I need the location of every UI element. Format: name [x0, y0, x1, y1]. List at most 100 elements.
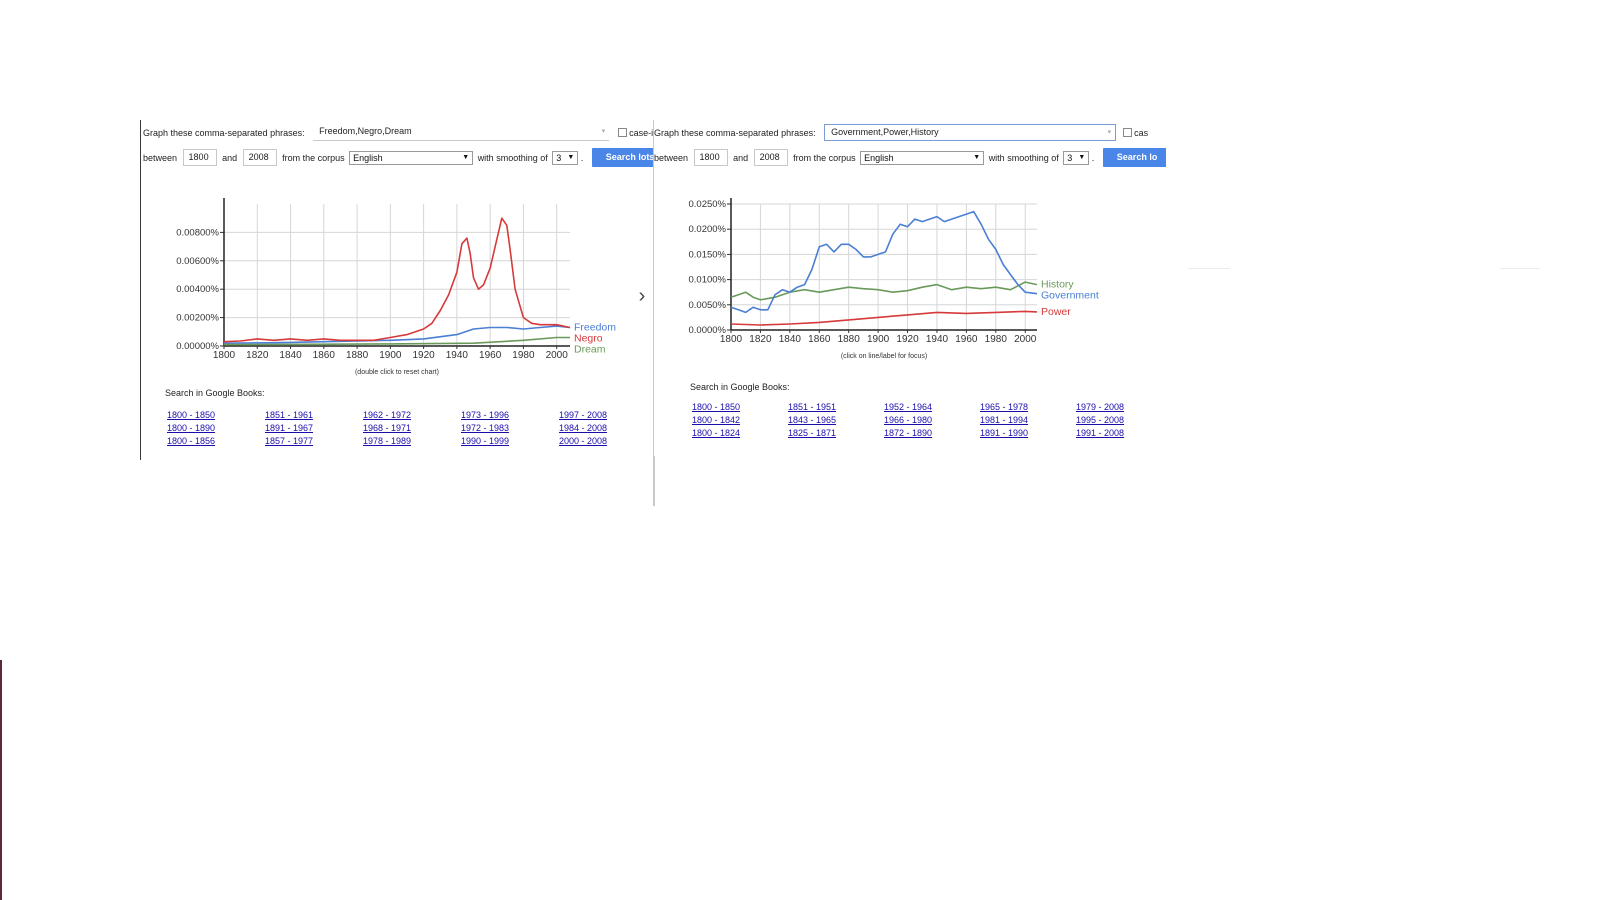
year-start-input[interactable]: 1800	[693, 149, 728, 166]
book-search-link[interactable]: 1825 - 1871	[788, 428, 837, 438]
year-start-input[interactable]: 1800	[182, 149, 217, 166]
x-tick-label: 1920	[896, 334, 919, 345]
book-search-link[interactable]: 1800 - 1856	[167, 436, 216, 446]
book-search-link[interactable]: 1968 - 1971	[363, 423, 412, 433]
x-tick-label: 1840	[779, 334, 802, 345]
case-insensitive-label: case-i	[629, 127, 654, 138]
book-search-link[interactable]: 1966 - 1980	[884, 415, 933, 425]
book-search-link[interactable]: 1962 - 1972	[363, 410, 412, 420]
series-line-power[interactable]	[730, 310, 1038, 326]
corpus-select[interactable]: English ▼	[349, 150, 474, 165]
series-line-freedom[interactable]	[223, 325, 571, 344]
book-links-grid: 1800 - 1850 1851 - 1961 1962 - 1972 1973 - …	[167, 410, 654, 446]
book-search-link[interactable]: 1973 - 1996	[461, 410, 510, 420]
book-search-link[interactable]: 1972 - 1983	[461, 423, 510, 433]
book-search-link[interactable]: 1991 - 2008	[1076, 428, 1125, 438]
chart-caption: (double click to reset chart)	[355, 369, 439, 376]
smoothing-select[interactable]: 3 ▼	[552, 150, 579, 165]
x-tick-label: 1820	[246, 350, 269, 361]
case-insensitive-checkbox[interactable]	[617, 128, 627, 137]
book-search-link[interactable]: 1978 - 1989	[363, 436, 412, 446]
search-button[interactable]: Search lots o	[591, 148, 654, 167]
book-search-link[interactable]: 1891 - 1990	[980, 428, 1029, 438]
series-label-freedom[interactable]: Freedom	[574, 322, 616, 334]
series-line-dream[interactable]	[223, 336, 570, 346]
book-search-link[interactable]: 1800 - 1824	[692, 428, 741, 438]
x-tick-label: 1900	[867, 334, 890, 345]
window-edge	[0, 660, 2, 900]
books-search-label: Search in Google Books:	[165, 388, 265, 398]
book-search-link[interactable]: 1984 - 2008	[559, 423, 608, 433]
ngram-viewer-left: Graph these comma-separated phrases: Fre…	[140, 120, 654, 460]
x-tick-label: 1980	[985, 334, 1008, 345]
case-insensitive-checkbox[interactable]	[1122, 128, 1132, 137]
y-tick-label: 0.00000%	[176, 341, 219, 352]
x-tick-label: 2000	[1014, 334, 1037, 345]
book-search-link[interactable]: 1965 - 1978	[980, 402, 1029, 412]
y-tick-label: 0.0100%	[688, 275, 726, 286]
x-tick-label: 1800	[720, 334, 743, 345]
books-search-label: Search in Google Books:	[690, 382, 790, 392]
book-search-link[interactable]: 1800 - 1850	[167, 410, 216, 420]
book-search-link[interactable]: 1997 - 2008	[559, 410, 608, 420]
book-search-link[interactable]: 1851 - 1951	[788, 402, 837, 412]
between-label: between	[143, 152, 178, 163]
y-tick-label: 0.00200%	[176, 313, 219, 324]
book-search-link[interactable]: 1995 - 2008	[1076, 415, 1125, 425]
series-label-history[interactable]: History	[1041, 279, 1074, 291]
corpus-select[interactable]: English ▼	[860, 150, 985, 165]
series-line-history[interactable]	[730, 281, 1038, 301]
x-tick-label: 1980	[512, 350, 535, 361]
book-search-link[interactable]: 1851 - 1961	[265, 410, 314, 420]
case-insensitive-label: cas	[1134, 127, 1149, 138]
book-links-grid: 1800 - 1850 1851 - 1951 1952 - 1964 1965 - …	[692, 402, 1166, 438]
chevron-right-icon[interactable]: ›	[638, 285, 646, 307]
period: .	[1091, 152, 1095, 163]
corpus-value: English	[353, 153, 383, 164]
smoothing-label: with smoothing of	[988, 152, 1059, 163]
book-search-link[interactable]: 1800 - 1890	[167, 423, 216, 433]
phrases-input[interactable]: Government,Power,History ▾	[824, 124, 1117, 141]
year-end-input[interactable]: 2008	[753, 149, 788, 166]
book-search-link[interactable]: 1800 - 1842	[692, 415, 741, 425]
x-tick-label: 1940	[446, 350, 469, 361]
x-tick-label: 1880	[346, 350, 369, 361]
series-label-dream[interactable]: Dream	[574, 344, 606, 356]
book-search-link[interactable]: 1843 - 1965	[788, 415, 837, 425]
search-button[interactable]: Search lo	[1102, 148, 1166, 167]
book-search-link[interactable]: 1952 - 1964	[884, 402, 933, 412]
phrases-input[interactable]: Freedom,Negro,Dream ▾	[313, 124, 610, 141]
chevron-down-icon: ▾	[1107, 129, 1112, 136]
book-search-link[interactable]: 1872 - 1890	[884, 428, 933, 438]
book-search-link[interactable]: 1857 - 1977	[265, 436, 314, 446]
corpus-label: from the corpus	[793, 152, 856, 163]
x-tick-label: 1820	[749, 334, 772, 345]
phrases-label: Graph these comma-separated phrases:	[654, 127, 816, 138]
year-end-input[interactable]: 2008	[242, 149, 277, 166]
book-search-link[interactable]: 1990 - 1999	[461, 436, 510, 446]
book-search-link[interactable]: 1981 - 1994	[980, 415, 1029, 425]
smoothing-value: 3	[556, 153, 562, 164]
series-label-government[interactable]: Government	[1041, 290, 1099, 302]
x-tick-label: 1860	[808, 334, 831, 345]
x-tick-label: 2000	[546, 350, 569, 361]
x-tick-label: 1960	[955, 334, 978, 345]
smoothing-select[interactable]: 3 ▼	[1063, 150, 1090, 165]
corpus-label: from the corpus	[282, 152, 345, 163]
chevron-down-icon: ▾	[601, 128, 606, 135]
series-label-power[interactable]: Power	[1041, 306, 1071, 318]
caret-down-icon: ▼	[1078, 153, 1086, 161]
y-tick-label: 0.0150%	[688, 249, 726, 260]
book-search-link[interactable]: 1891 - 1967	[265, 423, 314, 433]
book-search-link[interactable]: 1979 - 2008	[1076, 402, 1125, 412]
book-search-link[interactable]: 1800 - 1850	[692, 402, 741, 412]
series-line-negro[interactable]	[223, 217, 571, 343]
y-tick-label: 0.00400%	[176, 284, 219, 295]
ngram-chart-left[interactable]: 0.00000% 0.00200% 0.00400% 0.00600% 0.00800%…	[141, 188, 654, 380]
series-line-government[interactable]	[730, 210, 1038, 314]
x-tick-label: 1920	[412, 350, 435, 361]
book-search-link[interactable]: 2000 - 2008	[559, 436, 608, 446]
series-label-negro[interactable]: Negro	[574, 333, 603, 345]
x-tick-label: 1800	[213, 350, 236, 361]
ngram-chart-right[interactable]: 0.0000% 0.0050% 0.0100% 0.0150% 0.0200% 0.025…	[654, 188, 1166, 368]
